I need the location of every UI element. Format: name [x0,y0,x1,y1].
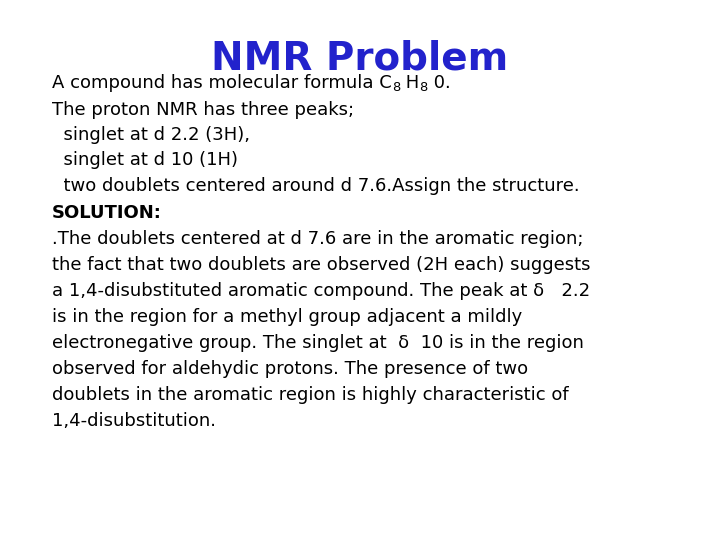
Text: observed for aldehydic protons. The presence of two: observed for aldehydic protons. The pres… [52,360,528,378]
Text: two doublets centered around d 7.6.Assign the structure.: two doublets centered around d 7.6.Assig… [52,177,580,195]
Text: a 1,4-disubstituted aromatic compound. The peak at δ   2.2: a 1,4-disubstituted aromatic compound. T… [52,282,590,300]
Text: A compound has molecular formula C: A compound has molecular formula C [52,74,392,92]
Text: singlet at d 2.2 (3H),: singlet at d 2.2 (3H), [52,126,250,144]
Text: 8: 8 [419,81,428,94]
Text: is in the region for a methyl group adjacent a mildly: is in the region for a methyl group adja… [52,308,522,326]
Text: 1,4-disubstitution.: 1,4-disubstitution. [52,412,216,430]
Text: The proton NMR has three peaks;: The proton NMR has three peaks; [52,101,354,119]
Text: singlet at d 10 (1H): singlet at d 10 (1H) [52,151,238,169]
Text: SOLUTION:: SOLUTION: [52,204,162,222]
Text: doublets in the aromatic region is highly characteristic of: doublets in the aromatic region is highl… [52,386,569,404]
Text: the fact that two doublets are observed (2H each) suggests: the fact that two doublets are observed … [52,256,590,274]
Text: NMR Problem: NMR Problem [212,40,508,78]
Text: electronegative group. The singlet at  δ  10 is in the region: electronegative group. The singlet at δ … [52,334,584,352]
Text: H: H [400,74,419,92]
Text: .The doublets centered at d 7.6 are in the aromatic region;: .The doublets centered at d 7.6 are in t… [52,230,583,248]
Text: 8: 8 [392,81,400,94]
Text: 0.: 0. [428,74,450,92]
